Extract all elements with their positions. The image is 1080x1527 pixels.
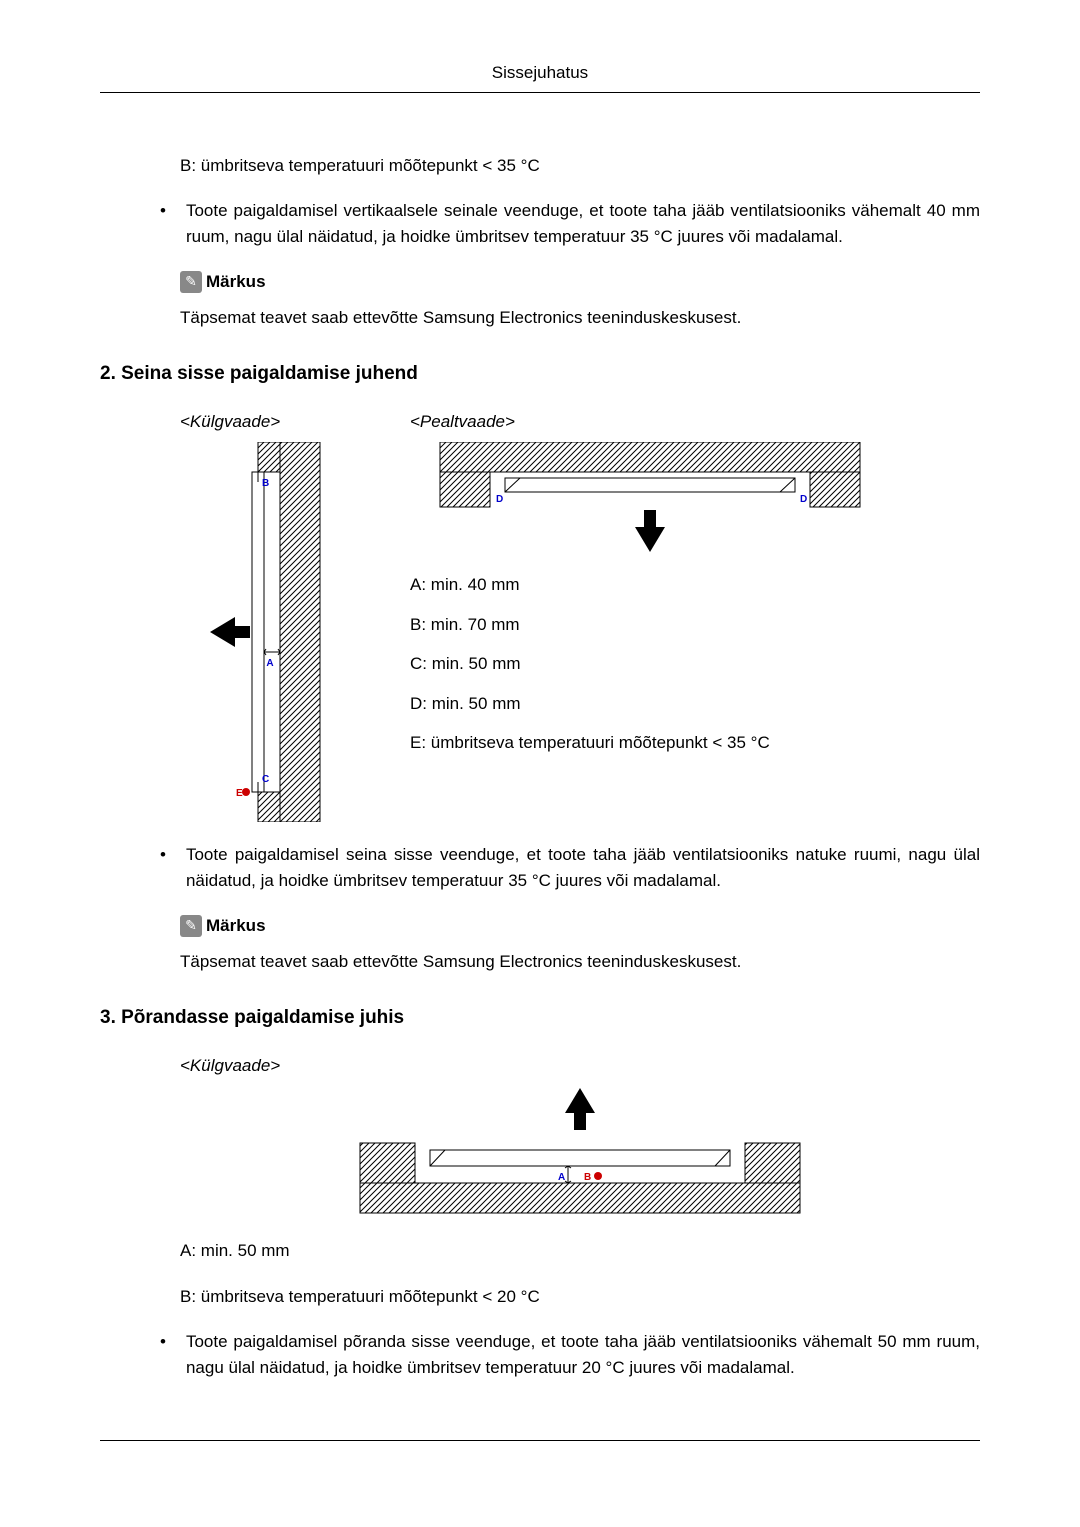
spec-b: B: min. 70 mm [410, 612, 980, 638]
svg-text:A: A [266, 658, 273, 669]
section3-caption-side: <Külgvaade> [180, 1053, 980, 1079]
note-icon: ✎ [180, 915, 202, 937]
top-view-diagram: D D [410, 442, 890, 562]
note-text-2: Täpsemat teavet saab ettevõtte Samsung E… [180, 949, 980, 975]
spec-a: A: min. 40 mm [410, 572, 980, 598]
svg-text:B: B [262, 478, 269, 489]
spec-e: E: ümbritseva temperatuuri mõõtepunkt < … [410, 730, 980, 756]
side-view-diagram: A B C E [180, 442, 340, 822]
page-header-title: Sissejuhatus [100, 60, 980, 93]
intro-line-b: B: ümbritseva temperatuuri mõõtepunkt < … [180, 153, 980, 179]
svg-text:D: D [800, 494, 807, 505]
note-label-2: Märkus [206, 913, 266, 939]
spec-d: D: min. 50 mm [410, 691, 980, 717]
note-label: Märkus [206, 269, 266, 295]
note-text: Täpsemat teavet saab ettevõtte Samsung E… [180, 305, 980, 331]
section2-heading: 2. Seina sisse paigaldamise juhend [100, 360, 980, 389]
section3-line-b: B: ümbritseva temperatuuri mõõtepunkt < … [180, 1284, 980, 1310]
section3-bullet-text: Toote paigaldamisel põranda sisse veendu… [186, 1329, 980, 1380]
bullet-dot: • [160, 842, 166, 893]
intro-bullet: • Toote paigaldamisel vertikaalsele sein… [100, 198, 980, 249]
section2-caption-top: <Pealtvaade> [410, 409, 980, 435]
section3-line-a: A: min. 50 mm [180, 1238, 980, 1264]
floor-view-diagram: A B [340, 1088, 820, 1218]
svg-text:A: A [558, 1172, 565, 1183]
section3-heading: 3. Põrandasse paigaldamise juhis [100, 1004, 980, 1033]
section2-bullet-text: Toote paigaldamisel seina sisse veenduge… [186, 842, 980, 893]
note-block: ✎ Märkus [180, 269, 980, 295]
spec-c: C: min. 50 mm [410, 651, 980, 677]
note-icon: ✎ [180, 271, 202, 293]
footer-rule [100, 1440, 980, 1441]
svg-text:E: E [236, 788, 243, 799]
bullet-dot: • [160, 198, 166, 249]
bullet-dot: • [160, 1329, 166, 1380]
section2-specs: A: min. 40 mm B: min. 70 mm C: min. 50 m… [410, 572, 980, 756]
svg-text:D: D [496, 494, 503, 505]
intro-bullet-text: Toote paigaldamisel vertikaalsele seinal… [186, 198, 980, 249]
section3-bullet: • Toote paigaldamisel põranda sisse veen… [100, 1329, 980, 1380]
note-block-2: ✎ Märkus [180, 913, 980, 939]
section2-diagram-row: <Külgvaade> A B C [180, 409, 980, 823]
svg-text:C: C [262, 774, 269, 785]
section2-caption-side: <Külgvaade> [180, 409, 410, 435]
section2-bullet: • Toote paigaldamisel seina sisse veendu… [100, 842, 980, 893]
svg-text:B: B [584, 1172, 591, 1183]
